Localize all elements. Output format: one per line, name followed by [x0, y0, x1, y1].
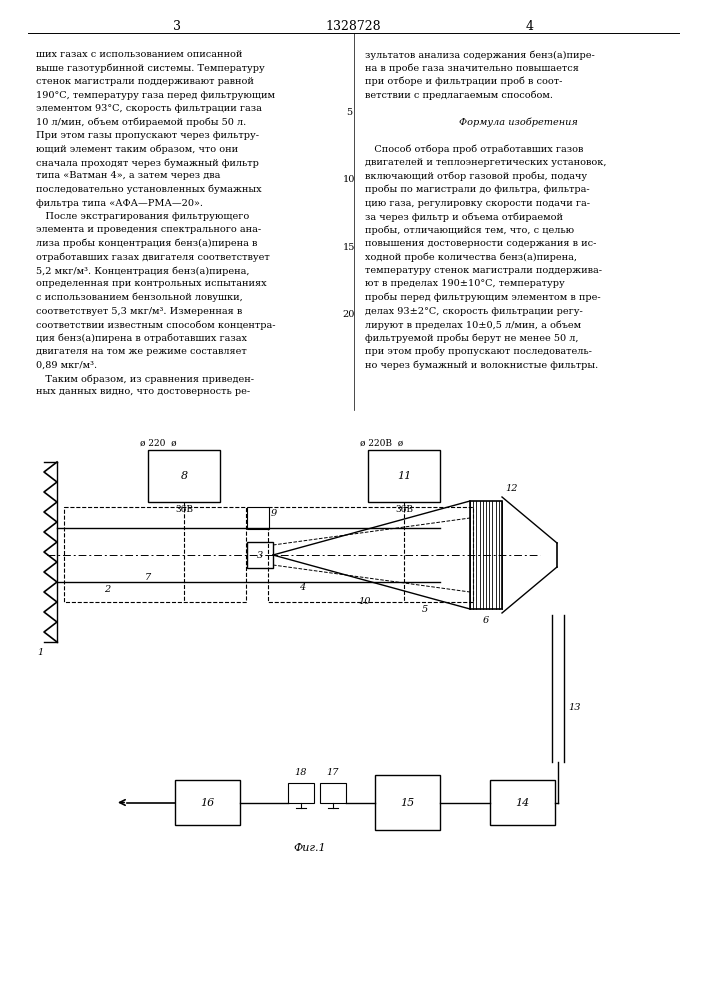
- Text: включающий отбор газовой пробы, подачу: включающий отбор газовой пробы, подачу: [365, 172, 587, 181]
- Text: пробы перед фильтрующим элементом в пре-: пробы перед фильтрующим элементом в пре-: [365, 293, 601, 302]
- Text: 3: 3: [257, 550, 263, 560]
- Text: лируют в пределах 10±0,5 л/мин, а объем: лируют в пределах 10±0,5 л/мин, а объем: [365, 320, 581, 330]
- Text: ют в пределах 190±10°С, температуру: ют в пределах 190±10°С, температуру: [365, 279, 565, 288]
- Text: последовательно установленных бумажных: последовательно установленных бумажных: [36, 185, 262, 194]
- Text: пробы, отличающийся тем, что, с целью: пробы, отличающийся тем, что, с целью: [365, 226, 574, 235]
- Text: Фиг.1: Фиг.1: [293, 843, 327, 853]
- Bar: [320, 783, 346, 803]
- Text: двигателей и теплоэнергетических установок,: двигателей и теплоэнергетических установ…: [365, 158, 607, 167]
- Text: 16: 16: [200, 798, 215, 808]
- Bar: [148, 450, 220, 502]
- Text: температуру стенок магистрали поддержива-: температуру стенок магистрали поддержива…: [365, 266, 602, 275]
- Text: Таким образом, из сравнения приведен-: Таким образом, из сравнения приведен-: [36, 374, 254, 383]
- Text: но через бумажный и волокнистые фильтры.: но через бумажный и волокнистые фильтры.: [365, 360, 598, 370]
- Text: 36В: 36В: [395, 505, 413, 514]
- Text: элемента и проведения спектрального ана-: элемента и проведения спектрального ана-: [36, 226, 261, 234]
- Text: фильтруемой пробы берут не менее 50 л,: фильтруемой пробы берут не менее 50 л,: [365, 334, 578, 343]
- Text: ющий элемент таким образом, что они: ющий элемент таким образом, что они: [36, 144, 238, 154]
- Text: определенная при контрольных испытаниях: определенная при контрольных испытаниях: [36, 279, 267, 288]
- Text: 1328728: 1328728: [325, 20, 381, 33]
- Text: соответствует 5,3 мкг/м³. Измеренная в: соответствует 5,3 мкг/м³. Измеренная в: [36, 306, 243, 316]
- Text: 5: 5: [422, 605, 428, 614]
- Text: 0,89 мкг/м³.: 0,89 мкг/м³.: [36, 360, 97, 369]
- Text: 4: 4: [299, 583, 305, 592]
- Text: 17: 17: [327, 768, 339, 777]
- Text: 7: 7: [145, 573, 151, 582]
- Text: при этом пробу пропускают последователь-: при этом пробу пропускают последователь-: [365, 347, 592, 357]
- Text: ных данных видно, что достоверность ре-: ных данных видно, что достоверность ре-: [36, 387, 250, 396]
- Text: ция бенз(а)пирена в отработавших газах: ция бенз(а)пирена в отработавших газах: [36, 334, 247, 343]
- Text: 15: 15: [343, 243, 355, 252]
- Text: соответствии известным способом концентра-: соответствии известным способом концентр…: [36, 320, 276, 330]
- Text: типа «Ватман 4», а затем через два: типа «Ватман 4», а затем через два: [36, 172, 221, 180]
- Text: ших газах с использованием описанной: ших газах с использованием описанной: [36, 50, 243, 59]
- Text: 9: 9: [271, 509, 277, 518]
- Text: цию газа, регулировку скорости подачи га-: цию газа, регулировку скорости подачи га…: [365, 198, 590, 208]
- Text: выше газотурбинной системы. Температуру: выше газотурбинной системы. Температуру: [36, 64, 264, 73]
- Text: делах 93±2°С, скорость фильтрации регу-: делах 93±2°С, скорость фильтрации регу-: [365, 306, 583, 316]
- Text: повышения достоверности содержания в ис-: повышения достоверности содержания в ис-: [365, 239, 597, 248]
- Text: за через фильтр и объема отбираемой: за через фильтр и объема отбираемой: [365, 212, 563, 222]
- Bar: [64, 507, 246, 602]
- Text: 3: 3: [173, 20, 181, 33]
- Text: двигателя на том же режиме составляет: двигателя на том же режиме составляет: [36, 347, 247, 356]
- Bar: [268, 507, 473, 602]
- Text: при отборе и фильтрации проб в соот-: при отборе и фильтрации проб в соот-: [365, 77, 562, 87]
- Text: 5,2 мкг/м³. Концентрация бенз(а)пирена,: 5,2 мкг/м³. Концентрация бенз(а)пирена,: [36, 266, 250, 275]
- Text: 11: 11: [397, 471, 411, 481]
- Text: отработавших газах двигателя соответствует: отработавших газах двигателя соответству…: [36, 252, 270, 262]
- Text: 8: 8: [180, 471, 187, 481]
- Text: 5: 5: [346, 108, 352, 117]
- Text: ø 220В  ø: ø 220В ø: [360, 439, 403, 448]
- Text: 12: 12: [505, 484, 518, 493]
- Bar: [247, 507, 269, 529]
- Text: на в пробе газа значительно повышается: на в пробе газа значительно повышается: [365, 64, 579, 73]
- Text: стенок магистрали поддерживают равной: стенок магистрали поддерживают равной: [36, 77, 254, 86]
- Text: Способ отбора проб отработавших газов: Способ отбора проб отработавших газов: [365, 144, 583, 154]
- Text: лиза пробы концентрация бенз(а)пирена в: лиза пробы концентрация бенз(а)пирена в: [36, 239, 257, 248]
- Text: 190°С, температуру газа перед фильтрующим: 190°С, температуру газа перед фильтрующи…: [36, 91, 275, 100]
- Bar: [490, 780, 555, 825]
- Text: 36В: 36В: [175, 505, 193, 514]
- Text: ветствии с предлагаемым способом.: ветствии с предлагаемым способом.: [365, 91, 553, 100]
- Text: 14: 14: [515, 798, 530, 808]
- Text: 4: 4: [526, 20, 534, 33]
- Text: 10: 10: [343, 175, 355, 184]
- Bar: [368, 450, 440, 502]
- Bar: [247, 542, 273, 568]
- Text: 18: 18: [295, 768, 308, 777]
- Text: ø 220  ø: ø 220 ø: [140, 439, 177, 448]
- Text: 2: 2: [104, 585, 110, 594]
- Text: пробы по магистрали до фильтра, фильтра-: пробы по магистрали до фильтра, фильтра-: [365, 185, 590, 194]
- Text: 10: 10: [358, 597, 371, 606]
- Text: 15: 15: [400, 798, 414, 808]
- Text: 20: 20: [343, 310, 355, 319]
- Bar: [375, 775, 440, 830]
- Text: 10 л/мин, объем отбираемой пробы 50 л.: 10 л/мин, объем отбираемой пробы 50 л.: [36, 117, 246, 127]
- Bar: [470, 501, 502, 609]
- Text: сначала проходят через бумажный фильтр: сначала проходят через бумажный фильтр: [36, 158, 259, 167]
- Bar: [175, 780, 240, 825]
- Text: 6: 6: [483, 616, 489, 625]
- Text: 13: 13: [568, 702, 580, 712]
- Text: фильтра типа «АФА—РМА—20».: фильтра типа «АФА—РМА—20».: [36, 198, 203, 208]
- Bar: [288, 783, 314, 803]
- Text: с использованием бензольной ловушки,: с использованием бензольной ловушки,: [36, 293, 243, 302]
- Text: зультатов анализа содержания бенз(а)пире-: зультатов анализа содержания бенз(а)пире…: [365, 50, 595, 60]
- Text: При этом газы пропускают через фильтру-: При этом газы пропускают через фильтру-: [36, 131, 259, 140]
- Text: 1: 1: [37, 648, 43, 657]
- Text: элементом 93°С, скорость фильтрации газа: элементом 93°С, скорость фильтрации газа: [36, 104, 262, 113]
- Text: Формула изобретения: Формула изобретения: [459, 117, 578, 127]
- Text: После экстрагирования фильтрующего: После экстрагирования фильтрующего: [36, 212, 250, 221]
- Text: ходной пробе количества бенз(а)пирена,: ходной пробе количества бенз(а)пирена,: [365, 252, 577, 262]
